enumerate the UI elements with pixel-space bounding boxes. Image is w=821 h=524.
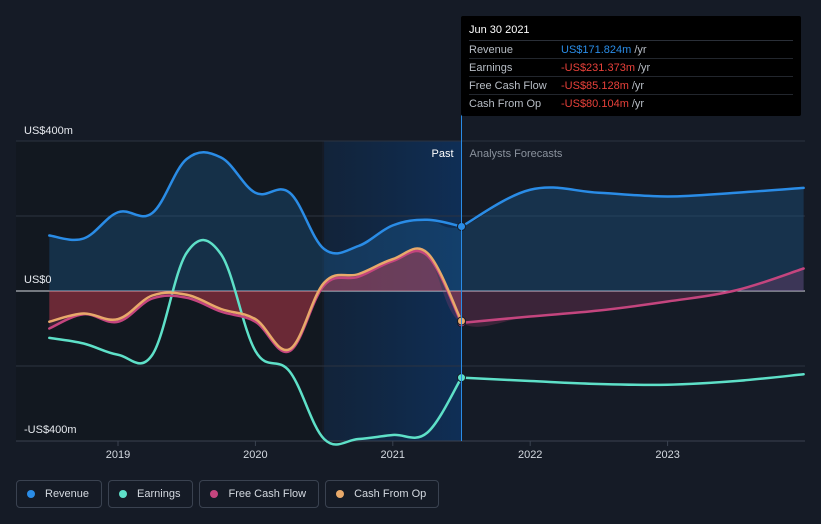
earnings-line bbox=[48, 238, 463, 446]
legend-dot-icon bbox=[336, 490, 345, 498]
tooltip-date: Jun 30 2021 bbox=[469, 24, 793, 41]
tooltip-unit: /yr bbox=[631, 79, 645, 92]
legend-label: Free Cash Flow bbox=[228, 488, 307, 500]
tooltip-value: -US$80.104m bbox=[561, 97, 629, 110]
revenue-forecast-line bbox=[460, 186, 805, 228]
y-label-zero: US$0 bbox=[24, 274, 52, 286]
y-label-bottom: -US$400m bbox=[24, 424, 77, 436]
chart-legend: Revenue Earnings Free Cash Flow Cash Fro… bbox=[16, 480, 440, 508]
x-tick-label: 2019 bbox=[106, 449, 130, 461]
free-cash-flow-line bbox=[48, 249, 463, 354]
legend-label: Earnings bbox=[137, 488, 181, 500]
tooltip-value: -US$85.128m bbox=[561, 79, 629, 92]
legend-item-revenue[interactable]: Revenue bbox=[16, 480, 103, 508]
x-tick-label: 2023 bbox=[655, 449, 679, 461]
revenue-line bbox=[48, 150, 463, 255]
legend-dot-icon bbox=[210, 490, 219, 498]
earnings-forecast-line bbox=[460, 373, 805, 387]
tooltip-label: Earnings bbox=[469, 61, 513, 74]
tooltip-row-free-cash-flow: Free Cash Flow -US$85.128m /yr bbox=[469, 77, 793, 95]
cash-from-op-area bbox=[49, 248, 462, 351]
hover-tooltip: Jun 30 2021 Revenue US$171.824m /yr Earn… bbox=[461, 16, 801, 116]
free-cash-flow-forecast-line bbox=[460, 267, 805, 325]
legend-item-cash-from-op[interactable]: Cash From Op bbox=[325, 480, 440, 508]
legend-dot-icon bbox=[27, 490, 35, 498]
forecast-label: Analysts Forecasts bbox=[470, 148, 563, 160]
tooltip-label: Revenue bbox=[469, 43, 514, 56]
tooltip-row-revenue: Revenue US$171.824m /yr bbox=[469, 41, 793, 59]
tooltip-unit: /yr bbox=[634, 43, 647, 56]
legend-item-earnings[interactable]: Earnings bbox=[108, 480, 194, 508]
cash-from-op-line bbox=[48, 247, 463, 352]
tooltip-value: -US$231.373m bbox=[561, 61, 635, 74]
tooltip-row-cash-from-op: Cash From Op -US$80.104m /yr bbox=[469, 95, 793, 112]
tooltip-label: Cash From Op bbox=[469, 97, 542, 110]
legend-label: Cash From Op bbox=[354, 488, 427, 500]
tooltip-unit: /yr bbox=[631, 97, 645, 110]
x-tick-label: 2020 bbox=[243, 449, 267, 461]
legend-dot-icon bbox=[119, 490, 128, 498]
legend-label: Revenue bbox=[45, 488, 90, 500]
y-label-top: US$400m bbox=[24, 125, 73, 137]
revenue-area bbox=[49, 152, 804, 291]
past-label: Past bbox=[431, 148, 453, 160]
x-axis-ticks: 2019 2020 2021 2022 2023 bbox=[106, 441, 680, 461]
tooltip-value: US$171.824m bbox=[561, 43, 632, 56]
tooltip-label: Free Cash Flow bbox=[469, 79, 547, 92]
x-tick-label: 2021 bbox=[381, 449, 405, 461]
tooltip-row-earnings: Earnings -US$231.373m /yr bbox=[469, 59, 793, 77]
tooltip-unit: /yr bbox=[638, 61, 651, 74]
x-tick-label: 2022 bbox=[518, 449, 542, 461]
series-lines bbox=[48, 150, 805, 446]
legend-item-free-cash-flow[interactable]: Free Cash Flow bbox=[199, 480, 320, 508]
